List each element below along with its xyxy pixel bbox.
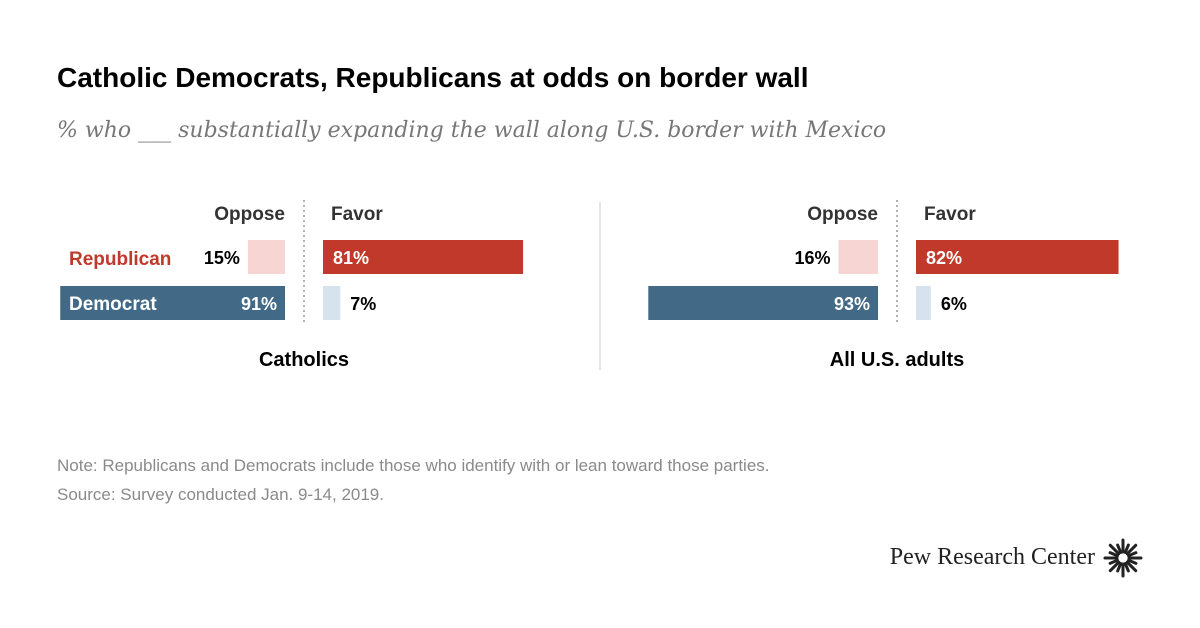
panel-title: All U.S. adults [830, 349, 964, 371]
pew-sunburst-icon [1103, 538, 1143, 578]
column-header-favor: Favor [924, 204, 976, 225]
value-label-favor: 7% [350, 294, 376, 314]
chart-title: Catholic Democrats, Republicans at odds … [57, 62, 809, 93]
bar-favor-democrat [323, 286, 341, 320]
bar-favor-republican [916, 240, 1119, 274]
bar-oppose-democrat [60, 286, 286, 320]
value-label-oppose: 91% [241, 294, 277, 314]
chart-subtitle: % who ___ substantially expanding the wa… [57, 118, 887, 143]
panel-title: Catholics [259, 349, 349, 371]
bar-favor-democrat [916, 286, 931, 320]
column-header-favor: Favor [331, 204, 383, 225]
bar-oppose-democrat [648, 286, 878, 320]
category-label-democrat: Democrat [69, 294, 157, 315]
value-label-favor: 6% [941, 294, 967, 314]
brand-name: Pew Research Center [889, 544, 1095, 570]
source-note: Source: Survey conducted Jan. 9-14, 2019… [57, 485, 384, 504]
column-header-oppose: Oppose [807, 204, 878, 225]
value-label-oppose: 15% [204, 248, 240, 268]
bar-oppose-republican [247, 240, 285, 274]
value-label-oppose: 16% [794, 248, 830, 268]
column-header-oppose: Oppose [214, 204, 285, 225]
value-label-oppose: 93% [834, 294, 870, 314]
bar-oppose-republican [838, 240, 878, 274]
bar-favor-republican [323, 240, 524, 274]
value-label-favor: 82% [926, 248, 962, 268]
value-label-favor: 81% [333, 248, 369, 268]
footnote: Note: Republicans and Democrats include … [57, 456, 770, 475]
category-label-republican: Republican [69, 249, 171, 270]
